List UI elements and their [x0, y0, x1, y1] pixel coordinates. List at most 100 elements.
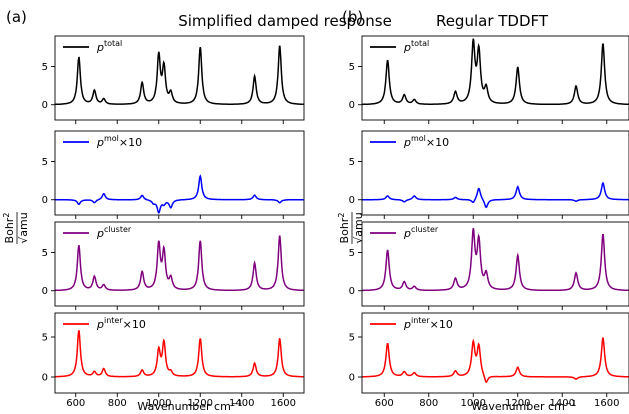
left-mol-ytick-label-5: 5	[42, 157, 48, 168]
right-ylabel-num: Bohr	[338, 217, 351, 243]
right-x-axis-label: Wavenumber cm−1	[471, 399, 576, 413]
left-inter-ytick-label-5: 5	[42, 333, 48, 344]
right-total-ytick-label-0: 0	[349, 100, 355, 111]
left-total-panel: 0 5 ptotal	[42, 35, 305, 124]
right-inter-spectrum-line	[361, 337, 629, 383]
right-total-legend-base: p	[403, 41, 411, 54]
left-cluster-panel: 0 5 pcluster	[42, 221, 305, 310]
left-inter-ytick-label-0: 0	[42, 373, 48, 384]
left-inter-legend: pinter×10	[63, 316, 146, 331]
left-cluster-legend-base: p	[96, 227, 104, 240]
right-inter-legend: pinter×10	[370, 316, 453, 331]
left-ylabel-den: √amu	[17, 212, 30, 243]
left-column-title: Simplified damped response	[178, 12, 392, 30]
left-total-spectrum-line	[55, 45, 304, 106]
left-total-legend: ptotal	[63, 39, 122, 54]
right-total-axes-frame	[361, 35, 629, 121]
left-total-legend-label: ptotal	[96, 39, 122, 54]
right-mol-ytick-label-0: 0	[349, 195, 355, 206]
right-mol-axes-frame	[361, 130, 629, 216]
right-mol-panel: 0 5 pmol×10	[349, 130, 629, 219]
left-cluster-ytick-label-5: 5	[42, 248, 48, 259]
left-xtick-label-600: 600	[66, 398, 85, 409]
right-inter-axes-frame	[361, 312, 629, 394]
left-cluster-legend-label: pcluster	[96, 225, 132, 240]
right-mol-legend-suffix: ×10	[426, 136, 449, 149]
right-panel-letter: (b)	[342, 8, 363, 26]
left-xtick-label-1000: 1000	[146, 398, 171, 409]
right-cluster-legend-label: pcluster	[403, 225, 439, 240]
right-xtick-label-1400: 1400	[550, 398, 575, 409]
right-y-axis-label: Bohr2 √amu	[337, 212, 365, 244]
right-total-ytick-label-5: 5	[349, 62, 355, 73]
left-mol-legend-sup: mol	[104, 134, 119, 143]
left-total-axes-frame	[54, 35, 305, 121]
right-cluster-legend-base: p	[403, 227, 411, 240]
left-total-legend-base: p	[96, 41, 104, 54]
right-xtick-label-600: 600	[375, 398, 394, 409]
right-total-legend-sup: total	[411, 39, 429, 48]
right-total-legend: ptotal	[370, 39, 429, 54]
left-cluster-legend-sup: cluster	[104, 225, 132, 234]
left-cluster-axes-frame	[54, 221, 305, 307]
right-ylabel-den: √amu	[352, 212, 365, 243]
left-x-axis-label: Wavenumber cm−1	[137, 399, 242, 413]
right-inter-legend-label: pinter×10	[403, 316, 453, 331]
right-cluster-axes-frame	[361, 221, 629, 307]
left-inter-legend-label: pinter×10	[96, 316, 146, 331]
right-xlabel-exp: −1	[565, 399, 577, 408]
right-mol-legend: pmol×10	[370, 134, 449, 149]
right-xtick-label-1200: 1200	[505, 398, 530, 409]
left-xtick-label-1400: 1400	[229, 398, 254, 409]
left-cluster-spectrum-line	[55, 235, 304, 292]
right-ylabel-num-exp: 2	[337, 213, 346, 218]
left-total-ytick-label-5: 5	[42, 62, 48, 73]
right-xlabel-text: Wavenumber cm	[471, 400, 564, 413]
right-xtick-label-800: 800	[419, 398, 438, 409]
right-inter-legend-suffix: ×10	[430, 318, 453, 331]
right-cluster-ytick-label-0: 0	[349, 286, 355, 297]
right-mol-legend-sup: mol	[411, 134, 426, 143]
svg-text:Bohr2: Bohr2	[2, 213, 16, 244]
svg-text:Bohr2: Bohr2	[337, 213, 351, 244]
left-cluster-ytick-label-0: 0	[42, 286, 48, 297]
left-mol-spectrum-line	[55, 174, 304, 214]
left-ylabel-num: Bohr	[3, 217, 16, 243]
right-inter-legend-sup: inter	[411, 316, 430, 325]
left-mol-legend-base: p	[96, 136, 104, 149]
right-inter-legend-base: p	[403, 318, 411, 331]
left-xtick-label-800: 800	[108, 398, 127, 409]
right-mol-legend-label: pmol×10	[403, 134, 449, 149]
right-column-title: Regular TDDFT	[436, 12, 549, 30]
left-inter-legend-base: p	[96, 318, 104, 331]
right-total-legend-label: ptotal	[403, 39, 429, 54]
left-xtick-label-1600: 1600	[271, 398, 296, 409]
left-xtick-label-1200: 1200	[188, 398, 213, 409]
left-total-ytick-label-0: 0	[42, 100, 48, 111]
right-mol-legend-base: p	[403, 136, 411, 149]
left-mol-legend-label: pmol×10	[96, 134, 142, 149]
left-inter-panel: 0 5 600 800 1000 1200 1400 1600 pinter×10	[42, 312, 305, 409]
left-inter-legend-suffix: ×10	[123, 318, 146, 331]
left-panel-letter: (a)	[6, 8, 27, 26]
left-xlabel-exp: −1	[231, 399, 243, 408]
right-xtick-label-1000: 1000	[461, 398, 486, 409]
right-total-spectrum-line	[362, 38, 629, 106]
left-mol-legend: pmol×10	[63, 134, 142, 149]
left-mol-ytick-label-0: 0	[42, 195, 48, 206]
left-y-axis-label: Bohr2 √amu	[2, 212, 30, 244]
right-cluster-legend: pcluster	[370, 225, 439, 240]
right-cluster-ytick-label-5: 5	[349, 248, 355, 259]
right-xtick-label-1600: 1600	[594, 398, 619, 409]
left-inter-axes-frame	[54, 312, 305, 394]
right-inter-panel: 0 5 600 800 1000 1200 1400 1600 pinter×10	[349, 312, 629, 409]
right-inter-ytick-label-0: 0	[349, 373, 355, 384]
left-cluster-legend: pcluster	[63, 225, 132, 240]
left-inter-spectrum-line	[55, 330, 304, 378]
left-ylabel-num-exp: 2	[2, 213, 11, 218]
left-mol-legend-suffix: ×10	[119, 136, 142, 149]
left-inter-legend-sup: inter	[104, 316, 123, 325]
right-total-panel: 0 5 ptotal	[349, 35, 629, 124]
